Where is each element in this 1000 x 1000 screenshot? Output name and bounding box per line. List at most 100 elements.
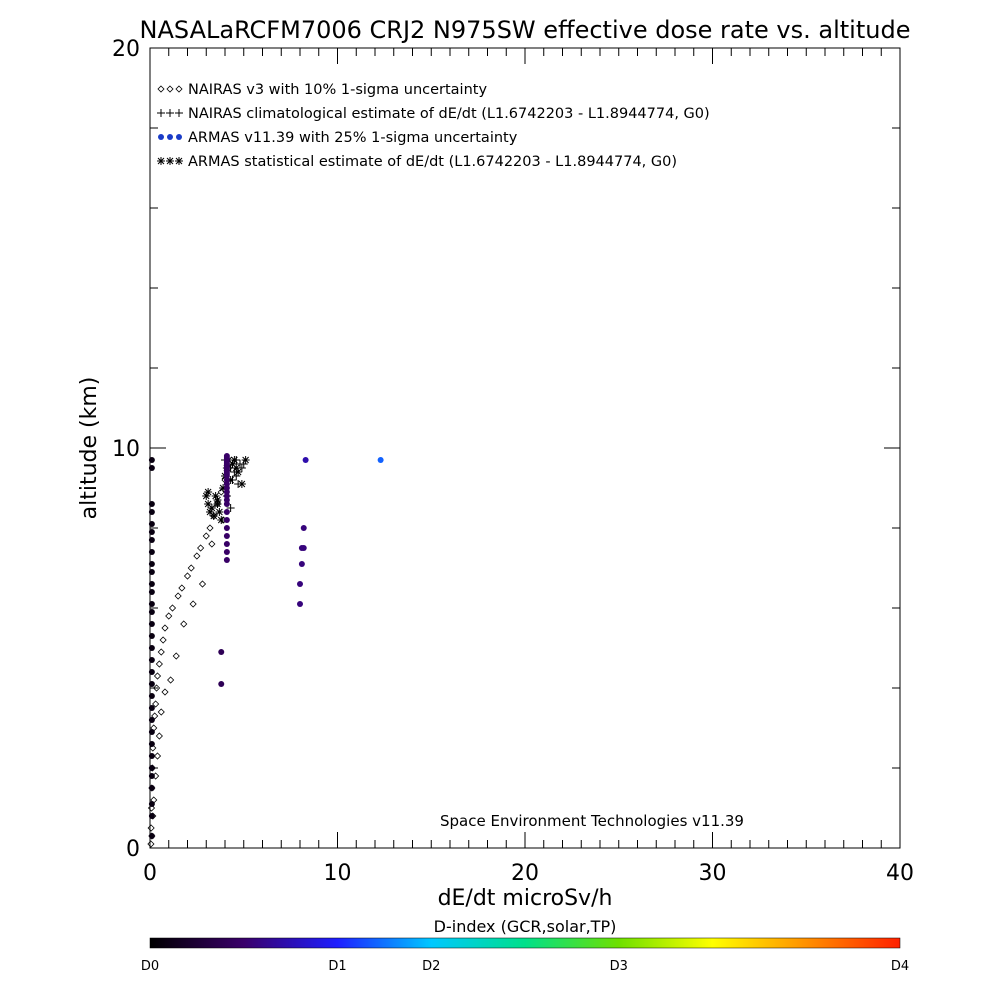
data-point-dot (148, 549, 155, 555)
data-point-dot (223, 517, 230, 523)
data-point-dot (302, 457, 309, 463)
legend-marker-dot (167, 134, 173, 140)
data-point-diamond (198, 580, 207, 588)
data-point-asterisk (204, 500, 213, 508)
data-point-dot (223, 557, 230, 563)
data-point-dot (148, 601, 155, 607)
legend: NAIRAS v3 with 10% 1-sigma uncertainty NA… (157, 82, 710, 170)
legend-marker-plus (157, 109, 165, 117)
data-point-dot (148, 753, 155, 759)
legend-marker-plus (175, 109, 183, 117)
data-point-dot (148, 589, 155, 595)
legend-entry-diamond: NAIRAS v3 with 10% 1-sigma uncertainty (157, 82, 487, 98)
legend-entry-plus: NAIRAS climatological estimate of dE/dt … (157, 106, 710, 122)
data-point-asterisk (204, 488, 213, 496)
legend-marker-diamond (157, 85, 165, 93)
data-point-dot (148, 457, 155, 463)
data-point-dot (218, 681, 225, 687)
y-tick-label: 10 (112, 437, 140, 462)
data-point-dot (148, 813, 155, 819)
data-point-dot (148, 537, 155, 543)
data-point-asterisk (217, 516, 226, 524)
data-point-dot (148, 529, 155, 535)
data-point-diamond (147, 804, 156, 812)
data-point-dot (223, 453, 230, 459)
data-point-dot (148, 509, 155, 515)
data-point-dot (148, 765, 155, 771)
data-point-diamond (161, 624, 169, 632)
data-point-diamond (165, 612, 173, 620)
axes: 0 10 20 30 40 0 10 20 (112, 37, 914, 886)
legend-entry-dot: ARMAS v11.39 with 25% 1-sigma uncertaint… (158, 130, 518, 146)
x-tick-label: 0 (143, 861, 157, 886)
data-point-dot (148, 581, 155, 587)
data-point-dot (148, 833, 155, 839)
data-point-diamond (149, 744, 157, 752)
data-point-dot (148, 669, 155, 675)
colorbar-label: D3 (610, 959, 628, 974)
colorbar (149, 937, 901, 949)
legend-marker-dot (158, 134, 164, 140)
data-point-asterisk (209, 512, 218, 520)
x-tick-label: 30 (699, 861, 727, 886)
data-point-dot (148, 657, 155, 663)
y-tick-label: 0 (126, 837, 140, 862)
data-point-diamond (157, 648, 165, 656)
legend-marker-plus (166, 109, 174, 117)
data-point-asterisk (234, 468, 243, 476)
data-point-asterisk (213, 496, 222, 504)
legend-label: NAIRAS climatological estimate of dE/dt … (188, 106, 710, 122)
data-point-dot (148, 801, 155, 807)
data-point-diamond (147, 824, 155, 832)
legend-label: ARMAS statistical estimate of dE/dt (L1.… (188, 154, 677, 170)
data-point-dot (297, 581, 303, 587)
data-point-dot (148, 773, 155, 779)
chart-title: NASALaRCFM7006 CRJ2 N975SW effective dos… (140, 16, 911, 44)
data-point-dot (223, 541, 230, 547)
colorbar-label: D2 (422, 959, 440, 974)
data-point-diamond (206, 524, 214, 532)
data-point-dot (148, 621, 155, 627)
x-tick-label: 20 (511, 861, 539, 886)
colorbar-label: D4 (891, 959, 909, 974)
data-point-asterisk (230, 456, 239, 464)
data-point-diamond (193, 552, 201, 560)
data-point-diamond (153, 672, 162, 680)
data-point-diamond (183, 572, 192, 580)
data-point-diamond (147, 840, 155, 848)
data-point-diamond (159, 636, 167, 644)
y-axis-label: altitude (km) (77, 377, 102, 520)
colorbar-title: D-index (GCR,solar,TP) (434, 917, 617, 936)
data-point-dot (300, 525, 307, 531)
data-point-diamond (189, 600, 197, 608)
data-point-diamond (152, 684, 161, 692)
data-point-asterisk (207, 504, 216, 512)
data-point-dot (377, 457, 384, 463)
data-point-dot (148, 729, 155, 735)
series-dot (148, 453, 384, 839)
data-point-dot (148, 521, 155, 527)
data-point-dot (300, 545, 307, 551)
data-point-dot (148, 633, 155, 639)
data-points (147, 453, 384, 848)
data-point-diamond (167, 676, 175, 684)
data-point-dot (223, 549, 230, 555)
data-point-dot (148, 705, 155, 711)
data-point-diamond (180, 620, 188, 628)
data-point-plus (226, 504, 235, 512)
data-point-dot (148, 693, 155, 699)
data-point-asterisk (241, 456, 250, 464)
data-point-diamond (174, 592, 182, 600)
data-point-dot (223, 509, 230, 515)
x-axis-label: dE/dt microSv/h (438, 886, 613, 911)
data-point-asterisk (226, 476, 235, 484)
legend-marker-dot (176, 134, 182, 140)
data-point-dot (148, 645, 155, 651)
data-point-asterisk (232, 464, 241, 472)
data-point-dot (148, 741, 155, 747)
legend-label: NAIRAS v3 with 10% 1-sigma uncertainty (188, 82, 487, 98)
data-point-diamond (155, 660, 163, 668)
data-point-diamond (157, 708, 165, 716)
data-point-asterisk (237, 480, 246, 488)
